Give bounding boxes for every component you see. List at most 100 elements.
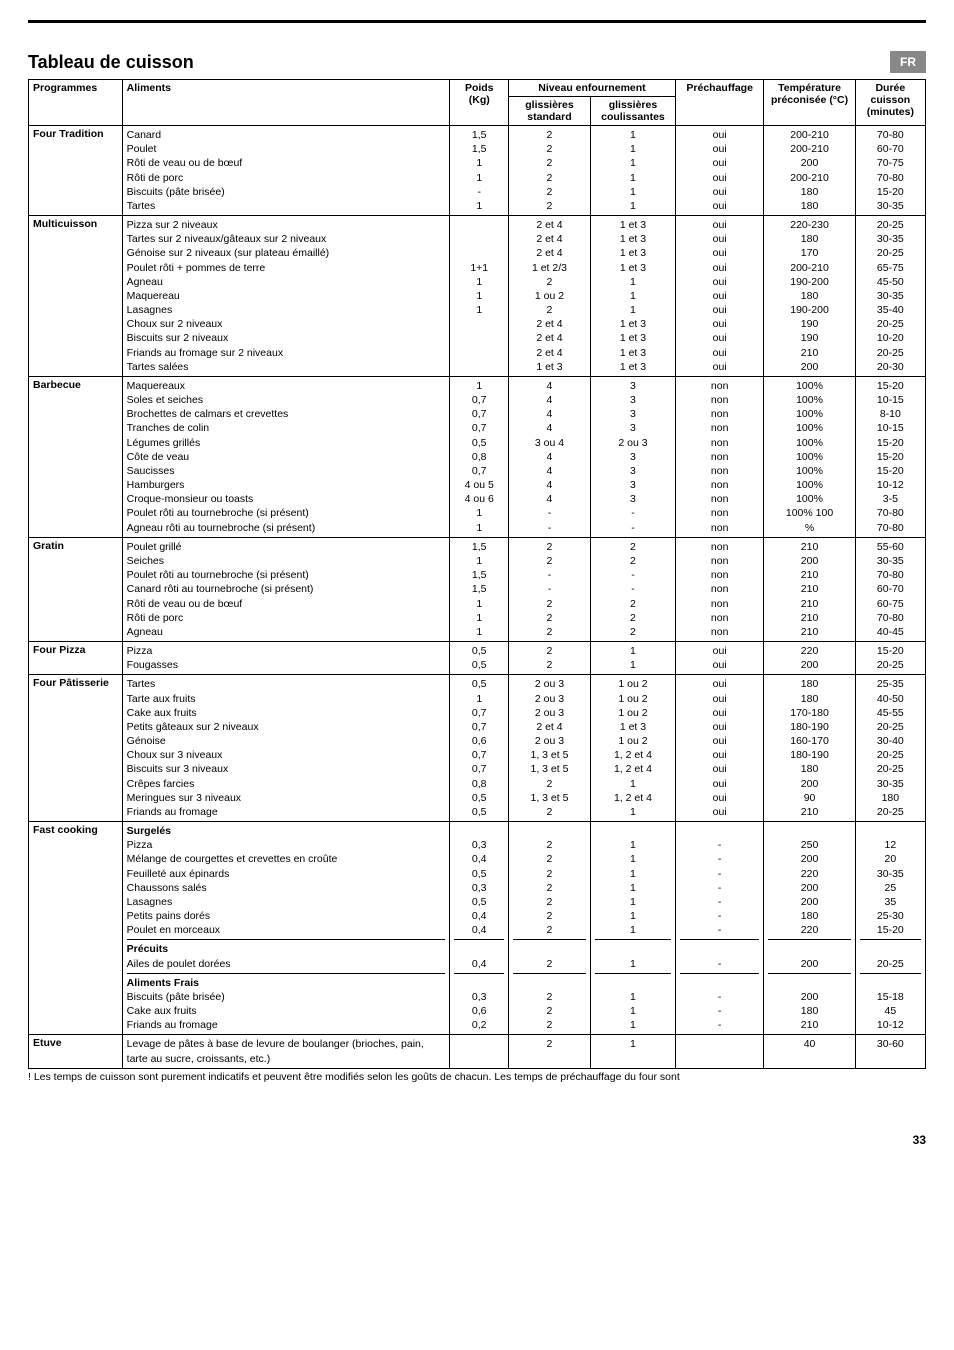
cell-gliss-std-value: 2 <box>513 1004 586 1018</box>
cell-prechauffage: ouioui <box>675 642 763 675</box>
cell-gliss-std: 2222222 2 222 <box>509 822 591 1035</box>
cell-temperature-value: 200 <box>768 360 850 374</box>
cell-duree-value: 35-40 <box>860 303 921 317</box>
cell-aliment-value: Lasagnes <box>127 303 446 317</box>
cell-aliment: Poulet grilléSeichesPoulet rôti au tourn… <box>122 537 450 641</box>
cell-poids-value <box>454 246 504 260</box>
cell-temperature-value: 200 <box>768 990 850 1004</box>
cell-gliss-coul-value: 1 <box>595 1018 671 1032</box>
cell-prechauffage-value: oui <box>680 171 759 185</box>
cell-gliss-coul-value: 1, 2 et 4 <box>595 748 671 762</box>
top-rule <box>28 20 926 23</box>
cell-prechauffage-value: oui <box>680 303 759 317</box>
cell-duree-value: 60-75 <box>860 597 921 611</box>
cell-gliss-coul-value: 1 ou 2 <box>595 677 671 691</box>
cell-prechauffage-value: non <box>680 540 759 554</box>
cell-gliss-coul-value: 1 et 3 <box>595 346 671 360</box>
cell-temperature-value: 200-210 <box>768 171 850 185</box>
cell-poids-value: 0,7 <box>454 421 504 435</box>
cell-poids-value: 0,4 <box>454 909 504 923</box>
cell-gliss-coul-value: 1 <box>595 923 671 937</box>
cell-duree-value: 10-15 <box>860 393 921 407</box>
table-row: Four PizzaPizzaFougasses0,50,52211ouioui… <box>29 642 926 675</box>
th-programmes: Programmes <box>29 80 123 126</box>
cell-poids-value: 1 <box>454 554 504 568</box>
cell-duree-value: 20-25 <box>860 218 921 232</box>
cell-gliss-coul-value: 1 <box>595 867 671 881</box>
cell-gliss-std-value: 4 <box>513 379 586 393</box>
cell-prechauffage-value: oui <box>680 360 759 374</box>
cell-gliss-coul-value: 1 <box>595 156 671 170</box>
cell-gliss-coul-value: 2 <box>595 540 671 554</box>
cell-duree-value: 20-25 <box>860 246 921 260</box>
cell-prechauffage-value: oui <box>680 232 759 246</box>
cell-gliss-std-value: 1 et 2/3 <box>513 261 586 275</box>
cell-gliss-std-value: 2 <box>513 1037 586 1051</box>
cell-duree-value: 15-20 <box>860 185 921 199</box>
cell-temperature-value: 220 <box>768 923 850 937</box>
cell-poids-value: 0,5 <box>454 677 504 691</box>
cell-poids-value: 1 <box>454 506 504 520</box>
cell-duree-value: 65-75 <box>860 261 921 275</box>
cell-prechauffage: nonnonnonnonnonnonnonnonnonnonnon <box>675 376 763 537</box>
cell-gliss-coul-value: 1 et 3 <box>595 218 671 232</box>
cell-poids-value: 1 <box>454 521 504 535</box>
cell-gliss-std-value: 2 <box>513 923 586 937</box>
cell-aliment-value: Agneau rôti au tournebroche (si présent) <box>127 521 446 535</box>
cell-poids-value: 1 <box>454 199 504 213</box>
cell-poids-value: 0,5 <box>454 805 504 819</box>
cell-gliss-std-value: 2 ou 3 <box>513 734 586 748</box>
cell-duree-value: 15-20 <box>860 923 921 937</box>
cell-poids-value: 0,7 <box>454 464 504 478</box>
cell-temperature-value: 180 <box>768 232 850 246</box>
cell-duree-value: 30-35 <box>860 554 921 568</box>
cell-gliss-std-value: 2 <box>513 852 586 866</box>
cell-gliss-std-value: 3 ou 4 <box>513 436 586 450</box>
cell-aliment: SurgelésPizzaMélange de courgettes et cr… <box>122 822 450 1035</box>
cell-gliss-coul-value: - <box>595 582 671 596</box>
cell-prechauffage-value: oui <box>680 706 759 720</box>
cell-gliss-coul-value: 1 <box>595 909 671 923</box>
cell-temperature-value: 200 <box>768 895 850 909</box>
cell-gliss-coul-value: 1 et 3 <box>595 261 671 275</box>
cell-poids-value: 0,6 <box>454 734 504 748</box>
cell-aliment-value: Soles et seiches <box>127 393 446 407</box>
cell-gliss-coul-value: 1 <box>595 644 671 658</box>
cell-temperature: 220-230180170200-210190-200180190-200190… <box>764 216 855 377</box>
cell-poids-value: 1 <box>454 692 504 706</box>
cell-aliment-value: Friands au fromage <box>127 805 446 819</box>
cell-gliss-coul-value: 1 <box>595 199 671 213</box>
cell-aliment-value: Poulet rôti au tournebroche (si présent) <box>127 568 446 582</box>
cell-gliss-std-value: 2 <box>513 881 586 895</box>
cell-gliss-coul-value: 1 <box>595 1037 671 1051</box>
cell-programme: Four Tradition <box>29 126 123 216</box>
cell-duree: 30-60 <box>855 1035 925 1068</box>
cell-aliment-value: Tartes <box>127 199 446 213</box>
cell-poids-value <box>454 317 504 331</box>
cell-poids: 10,70,70,70,50,80,74 ou 54 ou 611 <box>450 376 509 537</box>
cell-duree-value: 45-50 <box>860 275 921 289</box>
cell-gliss-std-value: 2 <box>513 597 586 611</box>
cell-duree-value: 70-75 <box>860 156 921 170</box>
cell-temperature-value: 200 <box>768 156 850 170</box>
cell-duree-value: 15-18 <box>860 990 921 1004</box>
cell-temperature-value: 190-200 <box>768 275 850 289</box>
cell-aliment: TartesTarte aux fruitsCake aux fruitsPet… <box>122 675 450 822</box>
cell-aliment: Levage de pâtes à base de levure de boul… <box>122 1035 450 1068</box>
cell-aliment: Pizza sur 2 niveauxTartes sur 2 niveaux/… <box>122 216 450 377</box>
cell-gliss-coul-value: 1 et 3 <box>595 331 671 345</box>
table-row: MulticuissonPizza sur 2 niveauxTartes su… <box>29 216 926 377</box>
cell-poids <box>450 1035 509 1068</box>
th-poids: Poids (Kg) <box>450 80 509 126</box>
cell-temperature-value: 200 <box>768 658 850 672</box>
cell-gliss-coul-value: 1 <box>595 805 671 819</box>
cell-temperature-value: 190 <box>768 331 850 345</box>
cell-aliment-value: Saucisses <box>127 464 446 478</box>
cell-duree-value: 180 <box>860 791 921 805</box>
cell-poids-value <box>454 360 504 374</box>
cell-gliss-std-value: - <box>513 582 586 596</box>
cell-gliss-coul: 111111 <box>590 126 675 216</box>
cell-gliss-coul-value: 1 <box>595 658 671 672</box>
cell-prechauffage: ouiouiouiouiouiouiouiouiouioui <box>675 675 763 822</box>
table-row: BarbecueMaquereauxSoles et seichesBroche… <box>29 376 926 537</box>
